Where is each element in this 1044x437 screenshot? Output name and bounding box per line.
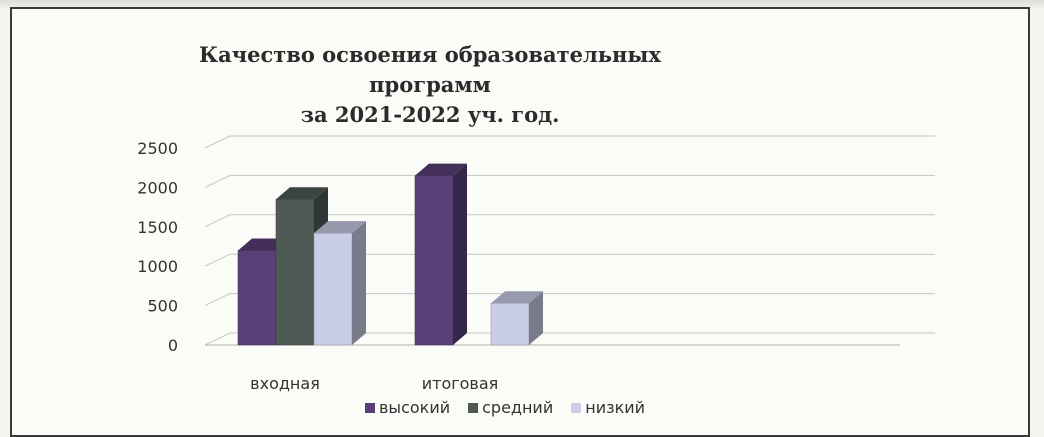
legend-swatch-medium — [468, 402, 479, 413]
x-category-label: входная — [250, 374, 320, 393]
y-tick-label: 1500 — [137, 218, 178, 237]
gridline — [204, 214, 935, 228]
legend-item-medium: средний — [468, 398, 553, 417]
y-tick-label: 2000 — [137, 178, 178, 197]
legend-swatch-low — [571, 402, 582, 413]
bar-chart: 0 500 1000 1500 2000 2500 входная итоговая — [137, 135, 935, 393]
chart-title-line-2: за 2021-2022 уч. год. — [300, 102, 560, 127]
legend-swatch-high — [365, 402, 375, 413]
chart-frame — [10, 7, 1030, 437]
bar-высокий-итоговая — [414, 163, 467, 346]
legend-label-medium: средний — [482, 398, 554, 417]
legend-label-low: низкий — [585, 398, 646, 417]
top-strip — [0, 0, 1044, 10]
chart-legend: высокий средний низкий — [365, 398, 645, 417]
bar-низкий-итоговая — [490, 291, 543, 346]
y-tick-label: 500 — [147, 297, 178, 316]
gridline — [204, 253, 935, 267]
gridline — [204, 293, 935, 307]
gridline — [204, 332, 935, 346]
chart-title: Качество освоения образовательных програ… — [170, 40, 690, 130]
x-category-label: итоговая — [422, 374, 499, 393]
chart-title-line-1: Качество освоения образовательных програ… — [199, 42, 661, 97]
legend-item-high: высокий — [365, 398, 450, 417]
legend-label-high: высокий — [379, 398, 451, 417]
bar-низкий-входная — [313, 221, 366, 346]
gridline — [204, 135, 935, 149]
legend-item-low: низкий — [571, 398, 645, 417]
y-tick-label: 1000 — [137, 257, 178, 276]
y-tick-label: 0 — [168, 336, 178, 355]
y-tick-label: 2500 — [137, 139, 178, 158]
gridline — [204, 174, 935, 188]
